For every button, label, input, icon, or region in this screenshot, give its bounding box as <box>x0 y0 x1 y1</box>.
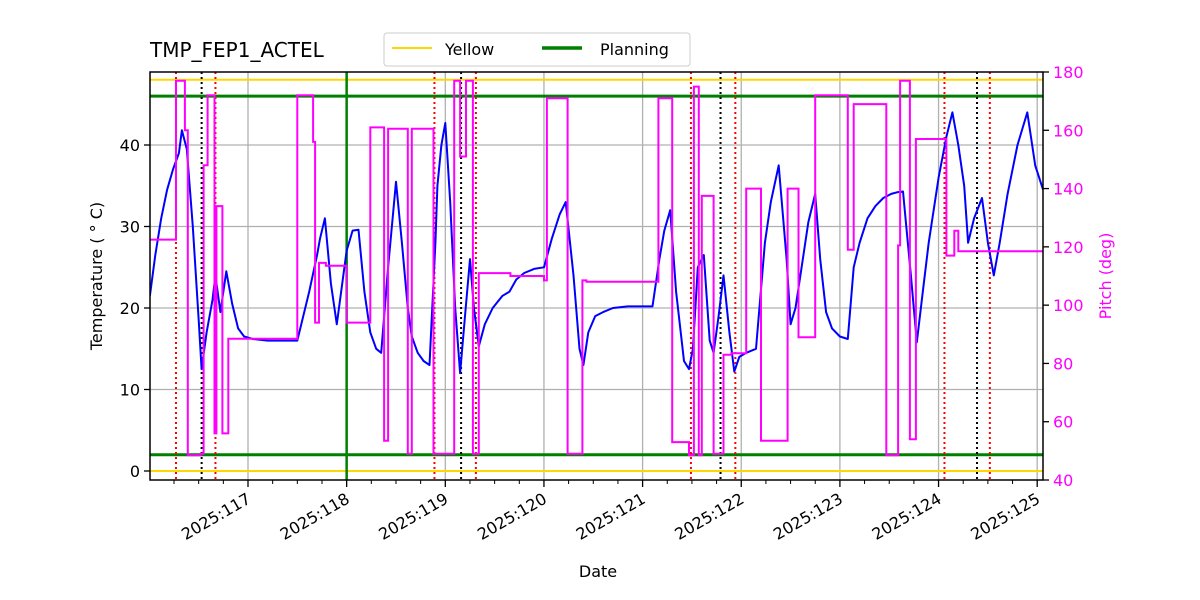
y2-tick-label: 40 <box>1053 471 1073 490</box>
legend-yellow-label: Yellow <box>444 40 494 59</box>
y2-tick-label: 140 <box>1053 180 1084 199</box>
y2-tick-label: 160 <box>1053 121 1084 140</box>
y2-axis-label: Pitch (deg) <box>1096 233 1115 320</box>
y-axis-ticks: 0 10 20 30 40 <box>120 136 150 481</box>
legend-planning-label: Planning <box>600 40 669 59</box>
y2-tick-label: 180 <box>1053 63 1084 82</box>
y2-axis-ticks: 40 60 80 100 120 140 160 180 <box>1043 63 1084 490</box>
pitch-series-line <box>150 79 1043 457</box>
y-tick-label: 10 <box>120 381 140 400</box>
y-tick-label: 40 <box>120 136 140 155</box>
y-tick-label: 20 <box>120 299 140 318</box>
legend: Yellow Planning <box>383 32 691 67</box>
y2-tick-label: 60 <box>1053 413 1073 432</box>
y-tick-label: 30 <box>120 218 140 237</box>
y-axis-label: Temperature ( ° C) <box>87 202 106 351</box>
y-tick-label: 0 <box>130 462 140 481</box>
plot-frame <box>149 71 1044 481</box>
y2-tick-label: 120 <box>1053 238 1084 257</box>
x-axis-label: Date <box>579 562 617 581</box>
legend-box <box>383 32 691 67</box>
chart-title: TMP_FEP1_ACTEL <box>149 38 325 62</box>
y2-tick-label: 100 <box>1053 296 1084 315</box>
y2-tick-label: 80 <box>1053 354 1073 373</box>
